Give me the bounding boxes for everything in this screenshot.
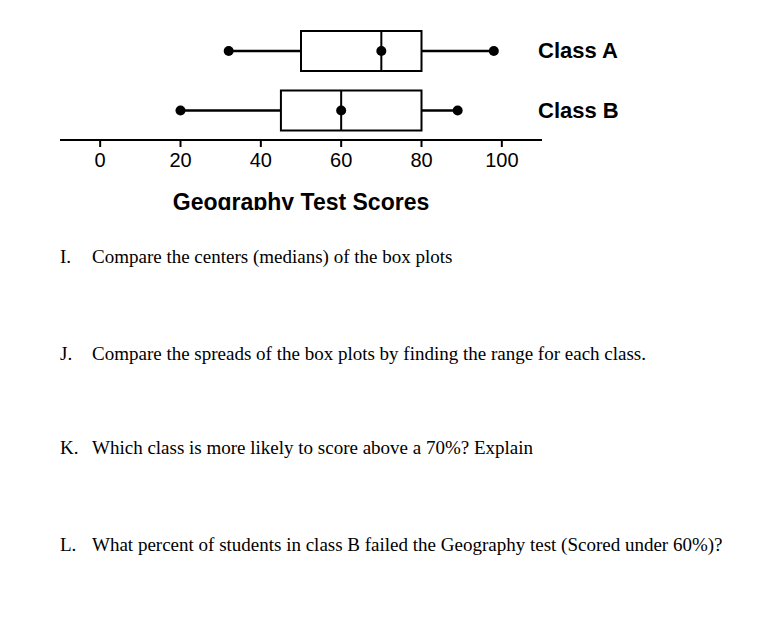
svg-text:Class A: Class A xyxy=(538,38,618,63)
svg-text:0: 0 xyxy=(95,149,106,171)
svg-text:20: 20 xyxy=(169,149,191,171)
html-text:Which class is more likely to: Which class is more likely to score abov… xyxy=(92,437,534,458)
svg-text:40: 40 xyxy=(250,149,272,171)
html-text:J.: J. xyxy=(60,343,73,364)
html-text:What percent of students in cl: What percent of students in class B fail… xyxy=(92,534,723,555)
html-text:L.: L. xyxy=(60,534,77,555)
svg-text:100: 100 xyxy=(485,149,518,171)
svg-text:Class B: Class B xyxy=(538,98,619,123)
html-text:I.: I. xyxy=(60,246,72,267)
svg-text:80: 80 xyxy=(410,149,432,171)
svg-text:60: 60 xyxy=(330,149,352,171)
html-text:Compare the centers (medians): Compare the centers (medians) of the box… xyxy=(92,246,453,267)
html-text:K.: K. xyxy=(60,437,79,458)
svg-text:Geography Test Scores: Geography Test Scores xyxy=(173,189,430,210)
html-text:Compare the spreads of the box: Compare the spreads of the box plots by … xyxy=(92,343,646,364)
